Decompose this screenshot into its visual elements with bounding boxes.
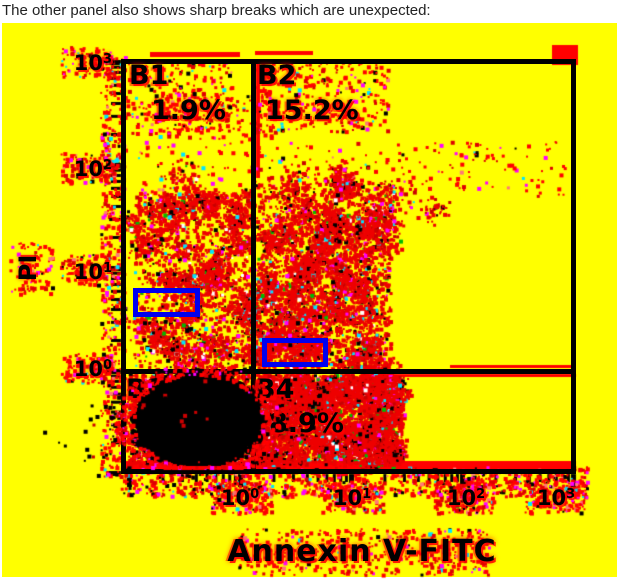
y-tick-label: 103 — [73, 51, 112, 75]
x-tick-label: 103 — [536, 486, 576, 510]
highlight-box — [262, 338, 328, 367]
x-tick-label: 100 — [220, 486, 260, 510]
highlight-box — [133, 288, 200, 317]
y-tick-label: 102 — [73, 157, 112, 181]
x-tick-label: 101 — [332, 486, 372, 510]
y-tick-label: 101 — [73, 260, 112, 284]
quadrant-label-b1: B1 — [129, 60, 169, 91]
quadrant-pct-b4: 8.9% — [269, 408, 344, 439]
quadrant-pct-b2: 15.2% — [265, 95, 359, 126]
quadrant-label-b4: B4 — [255, 374, 295, 405]
y-tick-label: 100 — [73, 357, 112, 381]
x-tick-label: 102 — [446, 486, 486, 510]
y-axis-title: PI — [14, 254, 42, 282]
quadrant-pct-b1: 1.9% — [151, 95, 226, 126]
quadrant-divider-vertical — [251, 59, 256, 474]
quadrant-divider-horizontal — [121, 369, 576, 374]
quadrant-label-b2: B2 — [257, 60, 297, 91]
x-axis-title: Annexin V-FITC — [227, 534, 497, 569]
quadrant-label-b3: B3 — [126, 374, 166, 405]
caption-text: The other panel also shows sharp breaks … — [2, 2, 431, 19]
